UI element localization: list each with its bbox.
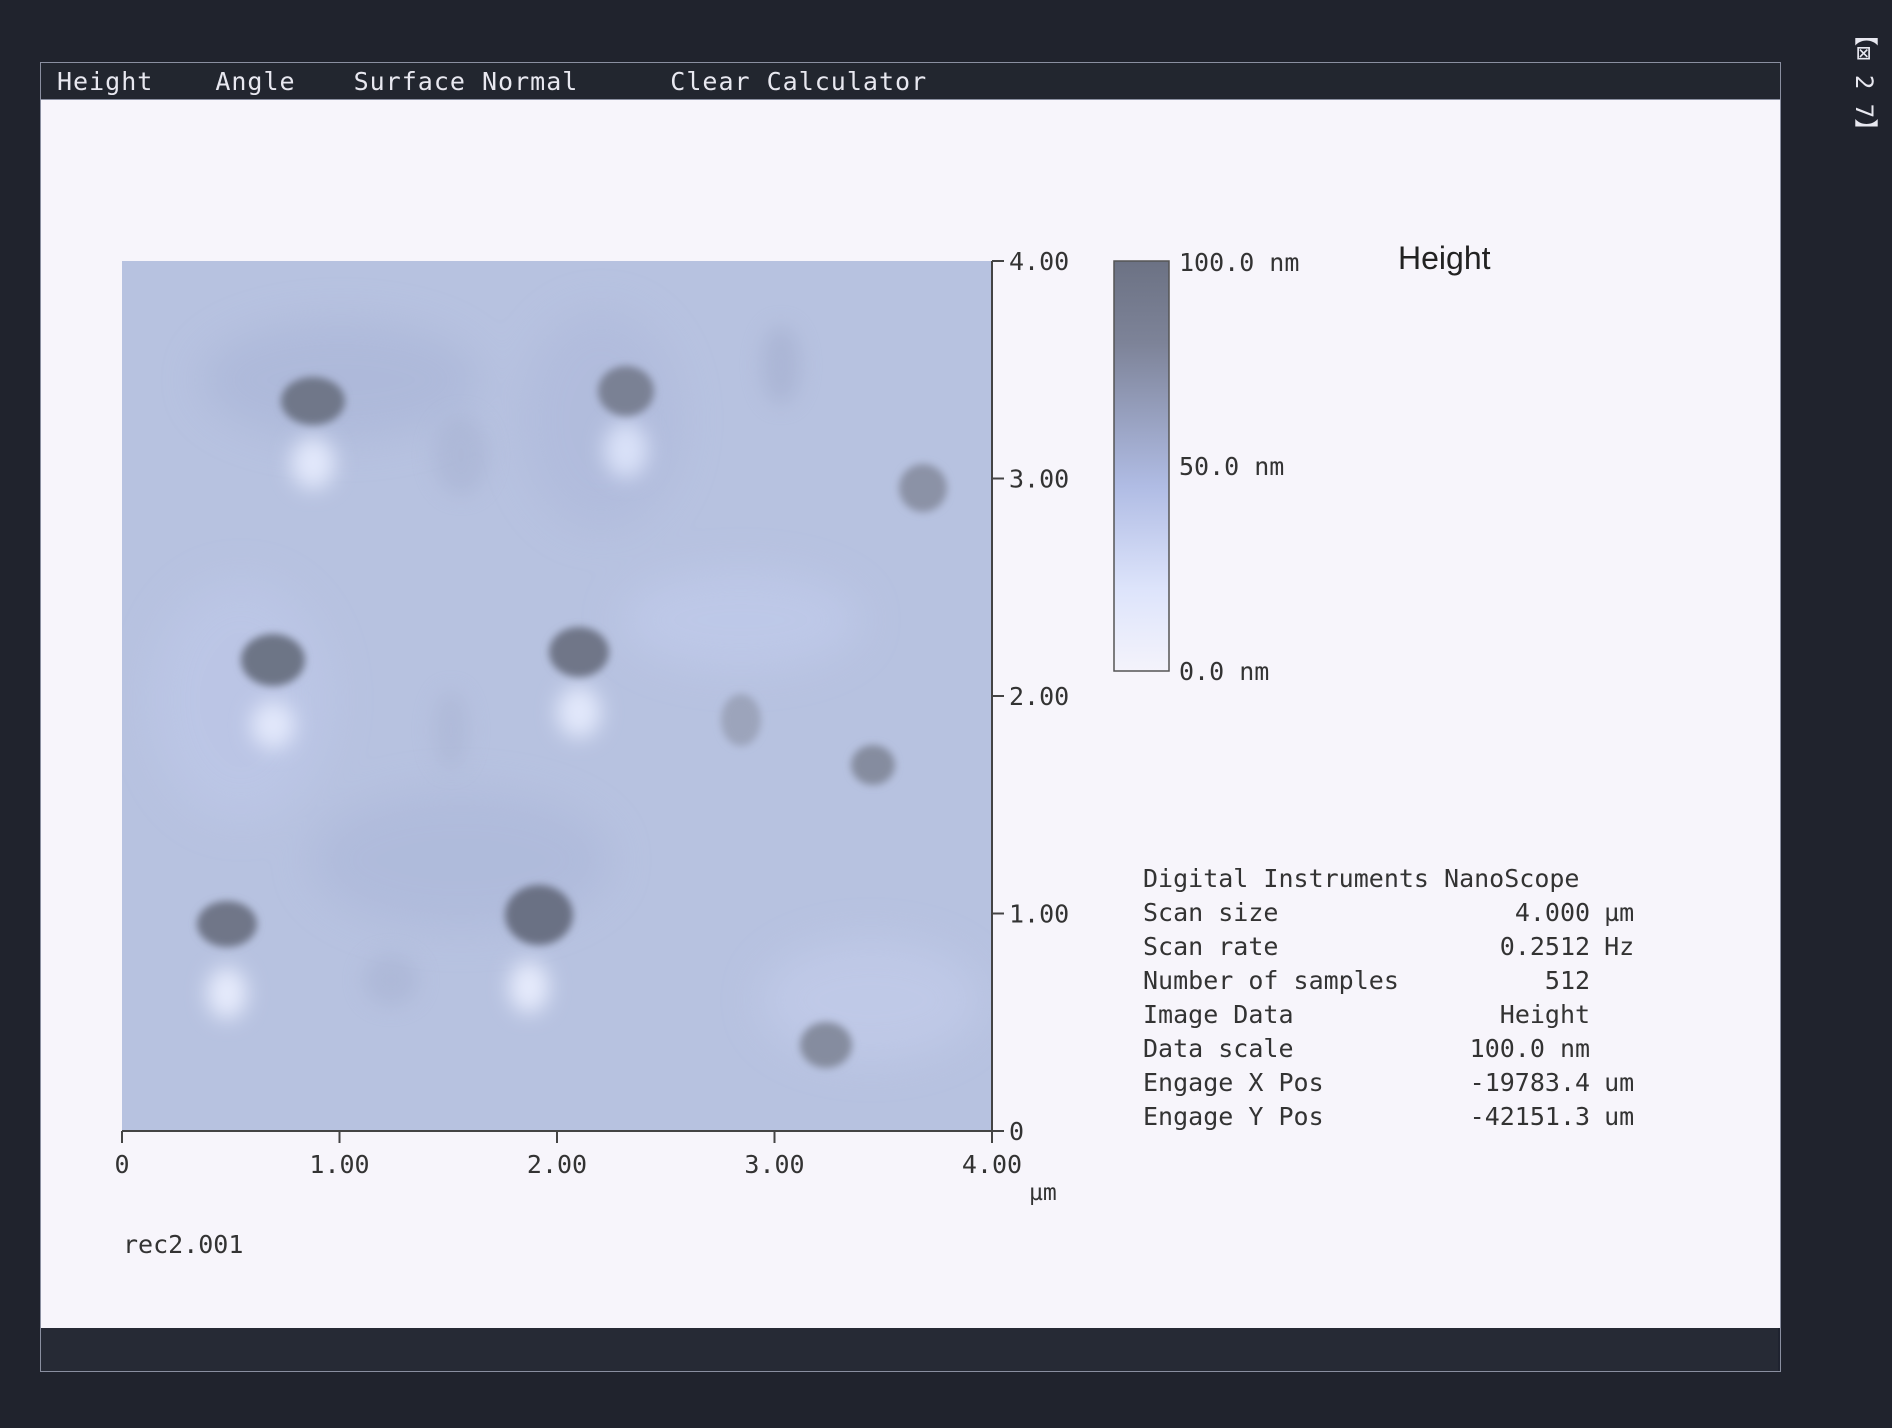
parameter-value: -19783.4 — [1469, 1068, 1591, 1097]
calculator-menu-bar: Height Angle Surface Normal Clear Calcul… — [41, 63, 1780, 100]
parameter-unit — [1590, 1032, 1703, 1066]
y-tick-label: 1.00 — [1009, 900, 1069, 929]
parameter-key: Engage Y Pos — [1143, 1102, 1324, 1131]
y-tick-label: 3.00 — [1009, 465, 1069, 494]
nanoscope-window: Height Angle Surface Normal Clear Calcul… — [40, 62, 1781, 1372]
y-tick-labels: 0 1.00 2.00 3.00 4.00 — [1009, 247, 1069, 1146]
height-colorbar — [1113, 260, 1170, 672]
parameter-key: Scan size — [1143, 898, 1279, 927]
parameter-key: Number of samples — [1143, 966, 1399, 995]
axes — [121, 260, 1004, 1143]
parameter-key: Data scale — [1143, 1034, 1294, 1063]
x-tick-label: 3.00 — [744, 1150, 804, 1179]
menu-height[interactable]: Height — [57, 66, 154, 96]
menu-surface-normal[interactable]: Surface Normal — [353, 66, 579, 96]
parameter-key: Scan rate — [1143, 932, 1279, 961]
scan-parameters-panel: Digital Instruments NanoScope Scan size 4… — [1143, 862, 1703, 1134]
x-tick-label: 1.00 — [309, 1150, 369, 1179]
y-tick-label: 4.00 — [1009, 247, 1069, 276]
x-tick-labels: 0 1.00 2.00 3.00 4.00 — [114, 1150, 1022, 1179]
parameter-row: Engage X Pos -19783.4 um — [1143, 1066, 1703, 1100]
parameter-unit — [1590, 998, 1703, 1032]
afm-height-map[interactable] — [122, 204, 992, 1131]
menu-clear-calculator[interactable]: Clear Calculator — [670, 66, 928, 96]
parameter-key: Image Data — [1143, 1000, 1294, 1029]
parameter-unit: um — [1604, 1102, 1635, 1131]
system-tray-indicator[interactable]: 【⊠ 2 7】 — [1850, 22, 1878, 143]
parameter-value: 512 — [1544, 966, 1591, 995]
colorbar-label-mid: 50.0 nm — [1179, 452, 1284, 481]
parameter-row: Scan rate 0.2512 Hz — [1143, 930, 1703, 964]
parameter-key: Engage X Pos — [1143, 1068, 1324, 1097]
parameter-row: Image Data Height — [1143, 998, 1703, 1032]
y-tick-label: 0 — [1009, 1117, 1024, 1146]
parameter-value: -42151.3 — [1469, 1102, 1591, 1131]
image-canvas: 0 1.00 2.00 3.00 4.00 0 1.00 2.00 3.00 4.00 µm 1… — [41, 100, 1780, 1328]
y-tick-label: 2.00 — [1009, 682, 1069, 711]
x-tick-label: 0 — [114, 1150, 129, 1179]
parameter-row: Scan size 4.000 µm — [1143, 896, 1703, 930]
parameter-row: Number of samples 512 — [1143, 964, 1703, 998]
x-tick-label: 4.00 — [962, 1150, 1022, 1179]
x-tick-label: 2.00 — [527, 1150, 587, 1179]
x-axis-unit: µm — [1029, 1180, 1057, 1206]
parameter-value: 100.0 nm — [1469, 1034, 1591, 1063]
parameter-value: Height — [1499, 1000, 1591, 1029]
parameter-row: Data scale 100.0 nm — [1143, 1032, 1703, 1066]
file-name: rec2.001 — [123, 1230, 244, 1259]
parameter-value: 4.000 — [1514, 898, 1591, 927]
status-bar — [41, 1328, 1778, 1371]
parameter-row: Engage Y Pos -42151.3 um — [1143, 1100, 1703, 1134]
parameter-unit — [1590, 964, 1703, 998]
panel-header-text: Digital Instruments NanoScope — [1143, 864, 1580, 893]
parameter-value: 0.2512 — [1499, 932, 1591, 961]
menu-angle[interactable]: Angle — [215, 66, 296, 96]
afm-height-image-svg: 0 1.00 2.00 3.00 4.00 0 1.00 2.00 3.00 4.00 µm 1… — [114, 204, 1299, 1206]
parameter-unit: Hz — [1604, 932, 1635, 961]
image-title: Height — [1398, 240, 1491, 276]
parameter-unit: µm — [1604, 898, 1635, 927]
colorbar-label-max: 100.0 nm — [1179, 248, 1299, 277]
colorbar-label-min: 0.0 nm — [1179, 657, 1269, 686]
parameter-unit: um — [1604, 1068, 1635, 1097]
panel-header: Digital Instruments NanoScope — [1143, 862, 1703, 896]
